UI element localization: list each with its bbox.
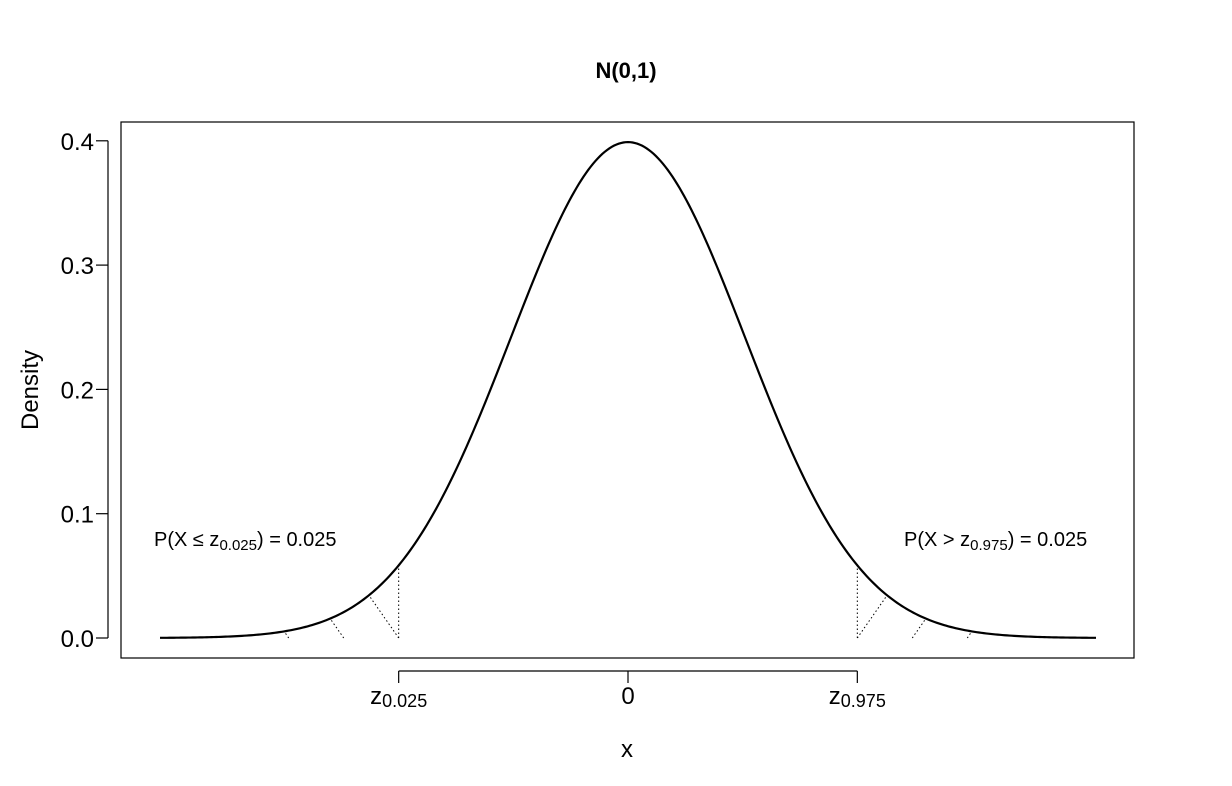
right-tail-annotation: P(X > z0.975) = 0.025	[904, 529, 1087, 554]
y-tick-label: 0.2	[61, 377, 94, 404]
hatch-line	[330, 619, 345, 639]
chart-title: N(0,1)	[595, 58, 656, 83]
x-tick-label: 0	[621, 683, 634, 710]
critical-lines	[398, 565, 858, 638]
y-axis: 0.0 0.1 0.2 0.3 0.4	[61, 129, 109, 653]
hatch-line	[966, 632, 972, 639]
hatch-line	[911, 619, 926, 639]
x-tick-label: z0.025	[370, 683, 427, 711]
x-axis-label: x	[621, 736, 633, 763]
y-tick-label: 0.1	[61, 502, 94, 529]
x-tick-label: z0.975	[829, 683, 886, 711]
hatch-line	[284, 632, 290, 639]
y-tick-label: 0.4	[61, 129, 94, 156]
y-tick-label: 0.0	[61, 626, 94, 653]
tail-hatching	[284, 595, 972, 639]
x-axis: z0.025 0 z0.975	[370, 670, 886, 711]
plot-box	[120, 121, 1135, 659]
left-tail-annotation: P(X ≤ z0.025) = 0.025	[154, 529, 337, 554]
hatch-line	[368, 595, 400, 639]
y-axis-label: Density	[17, 350, 44, 430]
hatch-line	[856, 595, 888, 639]
density-curve	[159, 141, 1097, 639]
y-tick-label: 0.3	[61, 253, 94, 280]
